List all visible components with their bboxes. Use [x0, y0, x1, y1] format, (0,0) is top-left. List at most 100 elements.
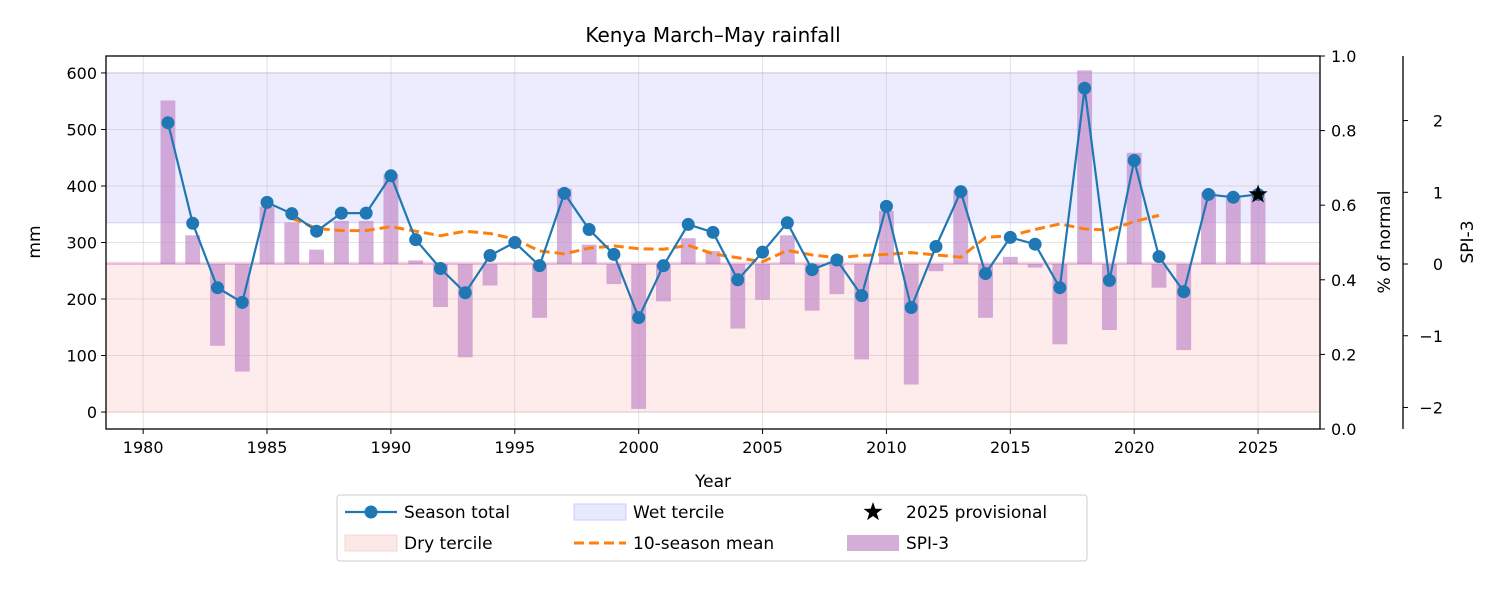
legend-item: Dry tercile	[344, 534, 493, 554]
spi-bar	[1151, 264, 1167, 288]
season-total-point	[285, 207, 299, 221]
legend: Season total Dry tercile Wet tercile 10-sea…	[336, 494, 1088, 562]
spi-bar	[383, 174, 399, 265]
y-tick-label: 300	[66, 234, 97, 253]
spi-bar	[779, 235, 795, 265]
spi-bar	[928, 264, 944, 272]
season-total-point	[954, 185, 968, 199]
season-total-point	[359, 206, 373, 220]
spi-bar	[1176, 264, 1192, 351]
spi-bar	[333, 220, 349, 265]
y2-tick-label: 0.0	[1331, 420, 1356, 439]
y3-tick-label: −2	[1419, 398, 1443, 417]
legend-label: 10-season mean	[633, 534, 774, 554]
legend-item: Season total	[345, 503, 510, 523]
spi-bar	[1225, 195, 1241, 265]
spi-bar	[259, 206, 275, 265]
season-total-point	[731, 273, 745, 287]
season-total-point	[1003, 230, 1017, 244]
spi-bar	[358, 220, 374, 265]
season-total-point	[458, 286, 472, 300]
legend-item: SPI-3	[847, 534, 949, 554]
spi-bar	[1250, 197, 1266, 265]
legend-item: Wet tercile	[573, 503, 724, 523]
season-total-point	[756, 245, 770, 259]
season-total-point	[904, 300, 918, 314]
season-total-point	[310, 224, 324, 238]
spi-bar	[1027, 264, 1043, 268]
y-tick-label: 0	[87, 403, 97, 422]
wet-tercile-band	[105, 72, 1321, 224]
season-total-point	[1177, 285, 1191, 299]
y3-axis-title: SPI-3	[1458, 220, 1478, 263]
spi-bar	[408, 260, 424, 265]
season-total-point	[210, 281, 224, 295]
y3-tick-label: 1	[1433, 183, 1443, 202]
spi-bar	[457, 264, 473, 358]
x-tick-label: 1985	[247, 438, 288, 457]
season-total-point	[1102, 273, 1116, 287]
season-total-point	[483, 248, 497, 262]
season-total-point	[384, 169, 398, 183]
spi-bar	[705, 251, 721, 265]
y3-tick-label: 0	[1433, 255, 1443, 274]
season-total-point	[235, 295, 249, 309]
y2-tick-label: 0.2	[1331, 345, 1356, 364]
spi-bar	[606, 264, 622, 285]
spi-bar	[433, 264, 448, 308]
season-total-point	[582, 223, 596, 237]
legend-item: 10-season mean	[574, 534, 774, 554]
plot-area: 1980 1985 1990 1995 2000 2005 2010 2015 2020 2025…	[66, 47, 1443, 457]
spi-bar	[804, 264, 820, 311]
x-tick-label: 2000	[618, 438, 659, 457]
season-total-point	[433, 261, 447, 275]
legend-marker-swatch	[364, 505, 378, 519]
x-tick-label: 1990	[371, 438, 412, 457]
season-total-point	[1028, 237, 1042, 251]
provisional-star	[1248, 184, 1268, 203]
legend-patch-swatch	[573, 503, 627, 521]
season-total-point	[1202, 187, 1216, 201]
y-axis-title: mm	[25, 225, 45, 258]
x-tick-label: 2025	[1238, 438, 1279, 457]
legend-label: SPI-3	[906, 534, 949, 554]
season-total-point	[533, 259, 547, 273]
season-total-point	[1078, 81, 1092, 95]
season-total-point	[1127, 154, 1141, 168]
x-tick-label: 2010	[866, 438, 907, 457]
legend-item: 2025 provisional	[863, 502, 1047, 523]
season-total-point	[607, 247, 621, 261]
season-total-point	[805, 263, 819, 277]
x-tick-label: 1995	[494, 438, 535, 457]
season-total-point	[929, 239, 943, 253]
dry-tercile-band	[105, 261, 1321, 413]
spi-bar	[309, 249, 325, 265]
spi-bar	[1052, 264, 1068, 345]
spi-bar	[680, 238, 696, 265]
season-total-point	[855, 289, 869, 303]
y-tick-label: 600	[66, 64, 97, 83]
y3-tick-label: 2	[1433, 112, 1443, 131]
spi-bar	[755, 264, 770, 300]
season-total-point	[557, 186, 571, 200]
x-tick-label: 2015	[990, 438, 1031, 457]
spi-bar	[953, 190, 969, 265]
chart-title: Kenya March–May rainfall	[585, 23, 840, 47]
season-total-point	[656, 259, 670, 273]
season-total-point	[1053, 281, 1067, 295]
x-tick-label: 1980	[123, 438, 164, 457]
y-tick-label: 200	[66, 290, 97, 309]
spi-bar	[631, 264, 647, 409]
season-total-point	[161, 116, 175, 130]
y2-tick-label: 1.0	[1331, 47, 1356, 66]
spi-bar	[185, 235, 201, 265]
season-total-point	[681, 217, 695, 231]
y-tick-label: 400	[66, 177, 97, 196]
legend-label: Dry tercile	[404, 534, 493, 554]
spi-bar	[829, 264, 845, 295]
season-total-point	[1226, 190, 1240, 204]
spi-bar	[1002, 256, 1018, 265]
x-tick-label: 2005	[742, 438, 783, 457]
y-tick-label: 500	[66, 120, 97, 139]
